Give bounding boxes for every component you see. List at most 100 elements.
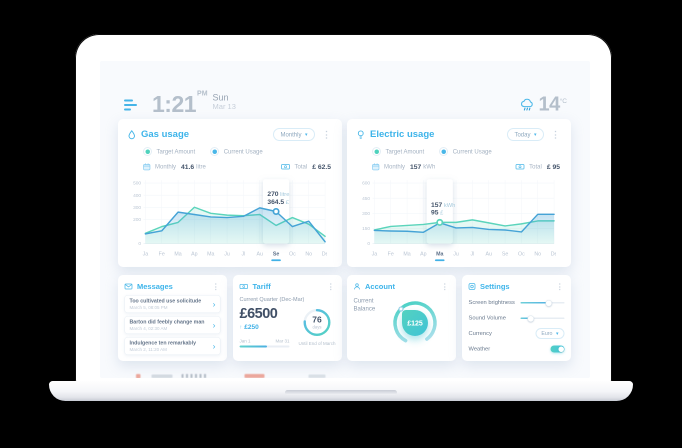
laptop-base: [49, 381, 633, 401]
brightness-label: Screen brightness: [468, 299, 515, 306]
svg-text:Oc: Oc: [289, 252, 296, 258]
balance-gauge: £125: [385, 292, 445, 352]
chevron-right-icon[interactable]: ›: [212, 341, 216, 351]
svg-text:Ma: Ma: [403, 252, 410, 258]
gas-total-value: £ 62.5: [312, 162, 331, 171]
electric-total-label: Total: [529, 163, 542, 170]
card-title: Electric usage: [370, 129, 435, 140]
tooltip-line1: 157 kWh: [431, 202, 455, 209]
person-icon: [354, 283, 360, 290]
active-month-underline: [434, 259, 445, 262]
electric-more-options-button[interactable]: ⋮: [551, 129, 560, 140]
tariff-delta: ↑ £250: [240, 323, 290, 331]
volume-slider-thumb[interactable]: [527, 315, 535, 322]
svg-text:No: No: [305, 252, 312, 258]
legend-current-usage[interactable]: Current Usage: [210, 147, 263, 156]
svg-text:Ap: Ap: [191, 252, 198, 258]
chevron-down-icon: ▾: [304, 131, 308, 138]
volume-slider[interactable]: [520, 315, 565, 322]
card-title: Tariff: [252, 282, 271, 291]
card-title: Gas usage: [141, 129, 190, 140]
legend-target-amount[interactable]: Target Amount: [143, 147, 195, 156]
currency-dropdown[interactable]: Euro ▾: [535, 328, 565, 339]
tariff-subtitle: Current Quarter (Dec-Mar): [239, 296, 305, 303]
account-more-options-button[interactable]: ⋮: [441, 282, 449, 291]
chevron-right-icon[interactable]: ›: [212, 320, 216, 330]
weather-toggle[interactable]: [550, 345, 565, 353]
chevron-right-icon[interactable]: ›: [212, 299, 216, 309]
svg-text:De: De: [551, 252, 556, 258]
target-radio-icon: [143, 147, 152, 156]
gas-period-dropdown[interactable]: Monthly ▾: [272, 128, 315, 141]
legend-target-amount[interactable]: Target Amount: [372, 147, 424, 156]
tariff-more-options-button[interactable]: ⋮: [327, 282, 335, 291]
account-card: Account ⋮ Current Balance: [347, 275, 456, 361]
svg-text:No: No: [534, 252, 541, 258]
electric-period-dropdown[interactable]: Today ▾: [506, 128, 544, 141]
banknote-icon: [239, 284, 248, 289]
droplet-icon: [128, 129, 135, 139]
card-title: Messages: [137, 282, 173, 291]
weekday: Sun: [212, 92, 229, 103]
messages-more-options-button[interactable]: ⋮: [212, 282, 220, 291]
quarter-progress-bar: [239, 345, 290, 348]
target-radio-icon: [372, 147, 381, 156]
gas-usage-chart[interactable]: 500 400 300 200 0 270 litre 364.5 £ Ja Fe Ma A…: [131, 174, 327, 268]
gas-freq-label: Monthly: [155, 163, 177, 170]
svg-text:Ja: Ja: [372, 252, 378, 258]
svg-text:Se: Se: [502, 252, 509, 258]
message-subject: Barton did feebly change man: [129, 319, 205, 325]
svg-text:150: 150: [362, 226, 370, 232]
brightness-slider[interactable]: [520, 299, 565, 307]
svg-text:0: 0: [138, 241, 141, 247]
legend-current-usage[interactable]: Current Usage: [439, 147, 492, 156]
message-date: March 5, 08:05 PM: [129, 305, 168, 310]
gauge-start-dot: [398, 306, 404, 312]
lightbulb-icon: [357, 130, 364, 139]
svg-text:Ju: Ju: [224, 252, 230, 258]
message-item[interactable]: Barton did feebly change man March 4, 02…: [124, 316, 221, 334]
electric-period-value: Today: [514, 131, 531, 138]
tariff-card: Tariff ⋮ Current Quarter (Dec-Mar) £6500…: [233, 275, 342, 361]
svg-text:Ju: Ju: [453, 252, 459, 258]
svg-text:300: 300: [362, 211, 370, 217]
svg-text:Fe: Fe: [388, 252, 394, 258]
electric-usage-chart[interactable]: 600 450 300 150 0 157 kWh 95 £ Ja Fe Ma Ap Ma Ju…: [360, 174, 556, 268]
svg-text:500: 500: [133, 181, 141, 187]
brightness-slider-thumb[interactable]: [545, 299, 552, 307]
balance-value: £125: [407, 319, 423, 327]
electric-freq-label: Monthly: [384, 163, 406, 170]
balance-label: Current Balance: [353, 297, 376, 312]
svg-text:Ap: Ap: [420, 252, 427, 258]
gas-legend: Target Amount Current Usage: [143, 147, 332, 156]
banknote-icon: [515, 163, 525, 170]
electric-amount: 157: [410, 162, 422, 171]
days-remaining-label: days: [312, 324, 322, 330]
message-item[interactable]: Indulgence ten remarkably March 2, 11:20…: [124, 337, 221, 355]
electric-usage-card: Electric usage Today ▾ ⋮ Target Amount: [347, 119, 571, 267]
svg-text:Ma: Ma: [436, 252, 443, 258]
svg-text:Au: Au: [486, 252, 493, 258]
calendar-icon: [372, 163, 380, 171]
chevron-down-icon: ▾: [533, 131, 537, 138]
current-radio-icon: [439, 147, 449, 156]
message-item[interactable]: Too cultivated use solicitude March 5, 0…: [124, 295, 221, 313]
settings-more-options-button[interactable]: ⋮: [556, 282, 564, 291]
rain-cloud-icon: [520, 98, 533, 111]
svg-text:Ma: Ma: [207, 252, 214, 258]
laptop-screen: 1:21 PM Sun Mar 13 14 °C: [75, 34, 612, 383]
active-point-marker: [272, 208, 280, 215]
trend-up-icon: ↑: [239, 323, 243, 330]
svg-text:Jl: Jl: [471, 252, 475, 258]
svg-text:600: 600: [362, 181, 370, 187]
electric-amount-unit: kWh: [423, 163, 436, 170]
gas-amount: 41.6: [181, 162, 195, 171]
days-ring-progress: [303, 309, 331, 336]
gas-more-options-button[interactable]: ⋮: [322, 129, 331, 140]
menu-icon[interactable]: [124, 99, 137, 111]
currency-label: Currency: [468, 330, 492, 337]
svg-text:Ma: Ma: [174, 252, 181, 258]
days-remaining-value: 76: [312, 315, 322, 325]
temperature-value: 14: [538, 92, 560, 115]
